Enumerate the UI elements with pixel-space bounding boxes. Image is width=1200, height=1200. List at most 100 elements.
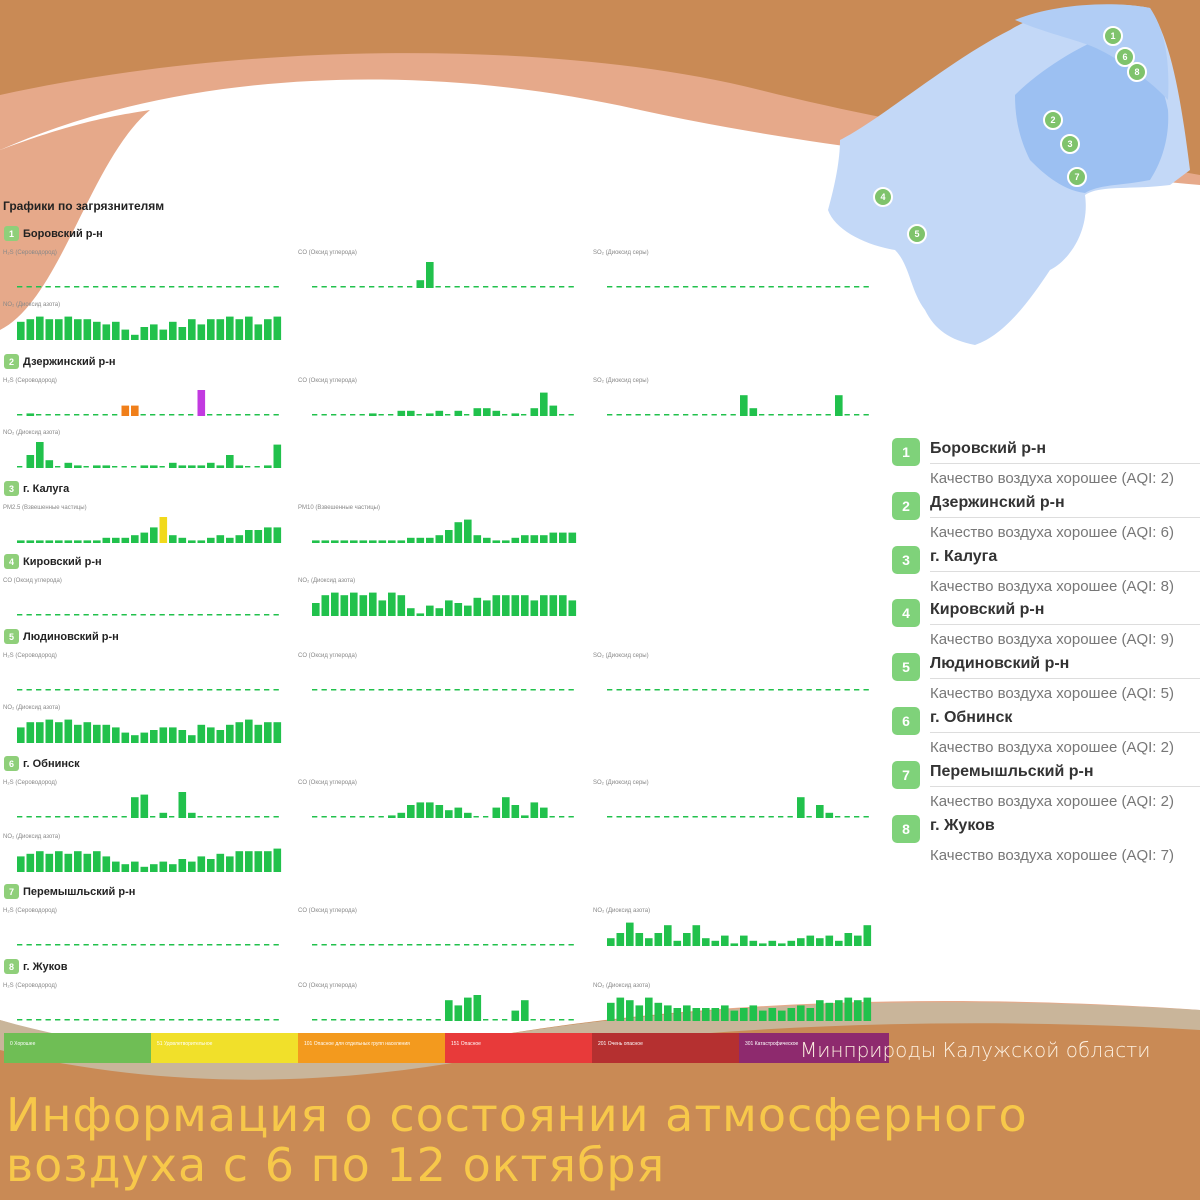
bar-zero [150,1019,156,1021]
bar-zero [416,414,422,416]
bar-zero [825,414,831,416]
bar [121,732,130,743]
divider [930,571,1200,572]
bar [530,535,539,543]
bar [426,802,434,818]
bar-zero [359,1019,365,1021]
map-pin-8[interactable]: 8 [1127,62,1147,82]
bar-chart [17,517,282,543]
bar-zero [178,614,184,616]
bar-zero [83,689,89,691]
bar [473,408,482,416]
map-pin-5[interactable]: 5 [907,224,927,244]
bar-zero [454,689,460,691]
bar-zero [264,944,270,946]
bar [692,925,701,946]
bar [331,592,339,616]
bar-zero [188,944,194,946]
bar-zero [378,944,384,946]
legend-status: Качество воздуха хорошее (AQI: 2) [930,793,1174,810]
aqi-scale: 0 Хорошее 51 Удовлетворительное 101 Опас… [4,1033,889,1063]
bar-zero [159,1019,165,1021]
bar-zero [559,816,565,818]
bar-zero [673,414,679,416]
map-pin-7[interactable]: 7 [1067,167,1087,187]
bar-zero [759,286,765,288]
bar [273,722,282,743]
bar-zero [388,689,394,691]
bar [64,853,73,872]
bar-zero [93,286,99,288]
map-pin-1[interactable]: 1 [1103,26,1123,46]
region-name: Дзержинский р-н [23,355,116,368]
bar [226,537,234,543]
bar-zero [749,816,755,818]
bar-zero [17,466,23,468]
bar-zero [45,944,51,946]
legend-status: Качество воздуха хорошее (AQI: 8) [930,578,1174,595]
bar-zero [45,816,51,818]
bar [473,597,482,616]
headline-line-1: Информация о состоянии атмосферного [6,1088,1028,1142]
bar [121,864,130,872]
bar [17,727,25,743]
region-header-3: 3 г. Калуга [4,481,69,496]
bar-zero [331,816,337,818]
bar-zero [787,816,793,818]
bar [854,935,862,946]
bar-zero [131,1019,137,1021]
bar-zero [702,816,708,818]
bar-zero [264,414,270,416]
bar [416,537,425,543]
legend-region-name: Боровский р-н [930,440,1047,457]
chart-label: NO₂ (Диоксид азота) [3,430,61,436]
bar [121,537,130,543]
bar-zero [321,1019,327,1021]
bar [407,805,415,818]
bar [530,802,539,818]
bar-zero [140,286,146,288]
bar-zero [102,816,108,818]
bar [816,805,824,818]
bar [26,540,35,543]
bar-zero [207,689,213,691]
bar-zero [530,286,536,288]
map-pin-2[interactable]: 2 [1043,110,1063,130]
chart-label: NO₂ (Диоксид азота) [3,302,61,308]
bar [178,327,187,340]
bar [407,410,415,416]
bar [36,442,44,468]
bar [359,595,368,616]
aqi-segment-unhealthy: 151 Опасное [445,1033,592,1063]
bar [768,940,777,946]
bar-zero [768,689,774,691]
map-pin-6[interactable]: 6 [1115,47,1135,67]
bar-zero [245,689,251,691]
bar-zero [188,614,194,616]
bar [673,1008,682,1021]
bar-zero [740,286,746,288]
bar-zero [388,414,394,416]
bar-zero [835,816,841,818]
bar-zero [331,1019,337,1021]
bar-zero [55,466,61,468]
bar [131,797,139,818]
legend-status: Качество воздуха хорошее (AQI: 2) [930,739,1174,756]
bar-zero [331,286,337,288]
bar-zero [568,816,574,818]
bar [140,794,149,818]
bar [321,540,330,543]
bar-zero [568,1019,574,1021]
map-pin-4[interactable]: 4 [873,187,893,207]
bar [740,935,748,946]
bar-chart [17,286,279,288]
region-number-badge: 3 [4,481,19,496]
bar-zero [407,286,413,288]
region-name: Перемышльский р-н [23,885,136,898]
legend-status: Качество воздуха хорошее (AQI: 2) [930,470,1174,487]
map-pin-3[interactable]: 3 [1060,134,1080,154]
bar [816,938,824,946]
bar-zero [112,614,118,616]
bar [797,797,805,818]
bar-zero [45,1019,51,1021]
